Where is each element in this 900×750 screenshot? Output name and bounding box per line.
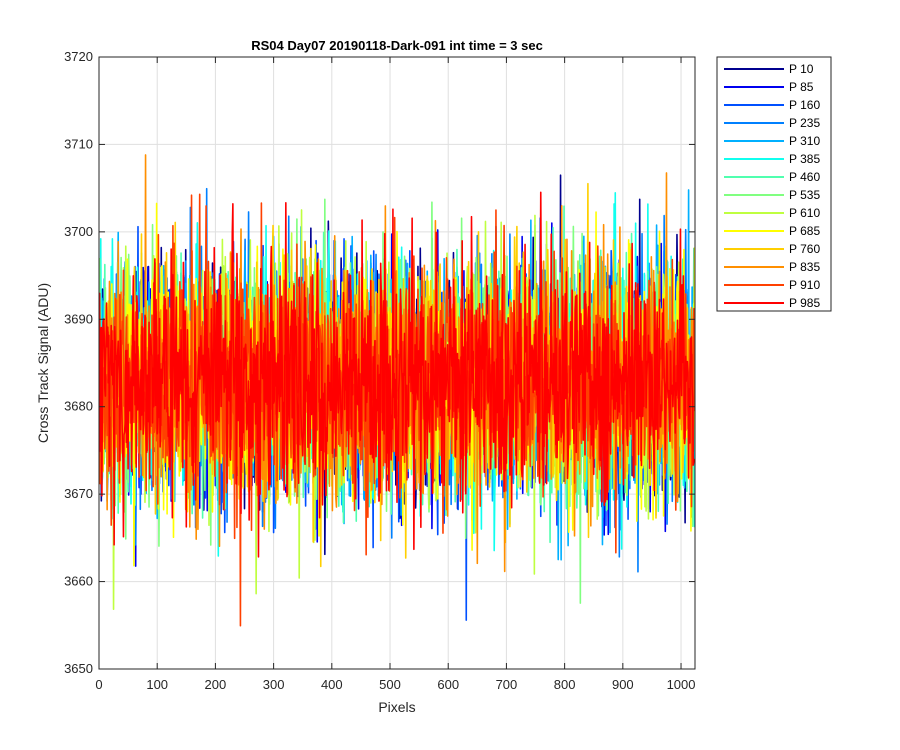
x-tick-label: 500	[379, 677, 401, 692]
legend-label-p85: P 85	[789, 80, 814, 94]
legend-label-p460: P 460	[789, 170, 820, 184]
y-tick-label: 3670	[64, 486, 93, 501]
legend-label-p535: P 535	[789, 188, 820, 202]
y-tick-label: 3650	[64, 661, 93, 676]
x-tick-label: 800	[554, 677, 576, 692]
chart-title: RS04 Day07 20190118-Dark-091 int time = …	[251, 38, 543, 53]
x-tick-label: 600	[437, 677, 459, 692]
legend-label-p235: P 235	[789, 116, 820, 130]
y-tick-label: 3710	[64, 136, 93, 151]
legend-label-p685: P 685	[789, 224, 820, 238]
x-tick-label: 200	[205, 677, 227, 692]
axes-box	[98, 56, 696, 670]
x-tick-label: 700	[496, 677, 518, 692]
x-tick-label: 400	[321, 677, 343, 692]
legend: P 10 P 85 P 160 P 235 P 310 P 385 P 460 P 535 P …	[716, 56, 832, 312]
y-ticks: 3650 3660 3670 3680 3690 3700 3710 3720	[64, 49, 695, 676]
y-tick-label: 3690	[64, 311, 93, 326]
x-tick-label: 900	[612, 677, 634, 692]
legend-label-p985: P 985	[789, 296, 820, 310]
legend-label-p835: P 835	[789, 260, 820, 274]
legend-label-p385: P 385	[789, 152, 820, 166]
y-tick-label: 3700	[64, 224, 93, 239]
x-tick-label: 300	[263, 677, 285, 692]
legend-box	[716, 56, 832, 312]
y-tick-label: 3720	[64, 49, 93, 64]
x-axis-title: Pixels	[378, 699, 415, 715]
series-line-p985	[99, 191, 695, 558]
legend-label-p910: P 910	[789, 278, 820, 292]
y-axis-title: Cross Track Signal (ADU)	[35, 283, 51, 443]
legend-label-p760: P 760	[789, 242, 820, 256]
x-ticks: 0 100 200 300 400 500 600 700 800 900 1000	[95, 57, 695, 692]
x-tick-label: 100	[146, 677, 168, 692]
legend-label-p310: P 310	[789, 134, 820, 148]
legend-label-p160: P 160	[789, 98, 820, 112]
y-tick-label: 3680	[64, 399, 93, 414]
x-tick-label: 0	[95, 677, 102, 692]
legend-label-p10: P 10	[789, 62, 814, 76]
x-tick-label: 1000	[667, 677, 696, 692]
series-lines	[99, 154, 695, 627]
y-tick-label: 3660	[64, 574, 93, 589]
legend-label-p610: P 610	[789, 206, 820, 220]
